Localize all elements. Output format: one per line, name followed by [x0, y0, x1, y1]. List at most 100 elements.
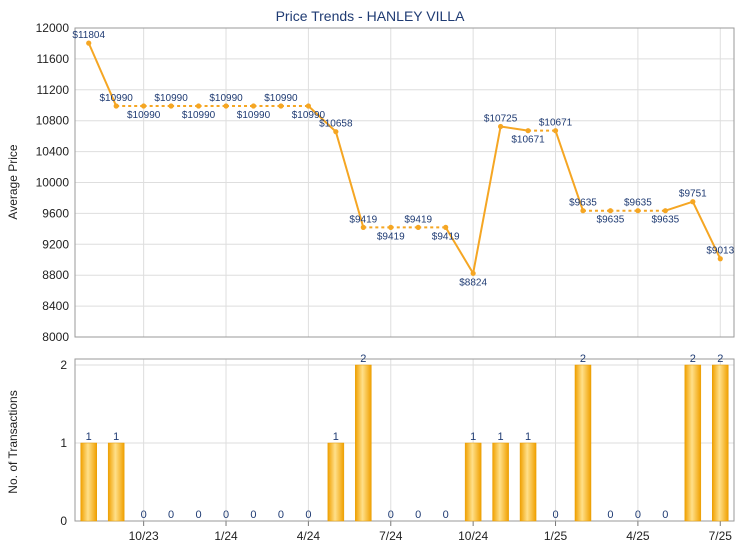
- transaction-bar: [464, 442, 482, 522]
- transaction-count-label: 0: [250, 509, 256, 521]
- price-y-tick-label: 8400: [42, 299, 69, 313]
- transaction-bar: [492, 442, 509, 522]
- transactions-plot-frame: [74, 358, 735, 522]
- transaction-count-label: 0: [278, 509, 284, 521]
- price-data-label: $10990: [292, 110, 326, 121]
- price-point: [717, 256, 723, 262]
- transaction-count-label: 0: [635, 509, 641, 521]
- transactions-y-tick-label: 0: [60, 514, 67, 528]
- transaction-bar: [684, 364, 702, 522]
- price-y-tick-label: 9600: [42, 206, 69, 220]
- price-y-tick-label: 11200: [37, 83, 70, 97]
- x-tick-label: 7/25: [709, 529, 733, 543]
- price-y-tick-label: 11600: [37, 52, 70, 66]
- price-point: [113, 103, 119, 109]
- price-y-tick-label: 10000: [36, 176, 70, 190]
- price-plot-frame: [74, 27, 735, 338]
- price-data-label: $9751: [679, 189, 707, 200]
- transaction-count-label: 1: [86, 431, 92, 443]
- transaction-count-label: 2: [690, 353, 696, 365]
- price-point: [333, 129, 339, 135]
- transaction-count-label: 0: [607, 509, 613, 521]
- price-y-tick-label: 10800: [36, 114, 70, 128]
- transaction-count-label: 2: [717, 353, 723, 365]
- price-y-tick-label: 10400: [36, 145, 70, 159]
- price-point: [388, 224, 394, 230]
- price-point: [86, 40, 92, 46]
- transaction-count-label: 0: [415, 509, 421, 521]
- price-point: [278, 103, 284, 109]
- price-data-label: $9419: [432, 231, 460, 242]
- price-data-label: $10990: [209, 93, 243, 104]
- price-data-label: $10990: [127, 110, 161, 121]
- price-y-tick-label: 9200: [42, 237, 69, 251]
- price-line-segment: [554, 130, 584, 212]
- x-tick-label: 4/25: [626, 529, 650, 543]
- transaction-count-label: 0: [168, 509, 174, 521]
- price-data-label: $9419: [377, 231, 405, 242]
- price-point: [141, 103, 147, 109]
- x-tick-label: 1/25: [544, 529, 568, 543]
- price-line-segment: [87, 42, 118, 107]
- price-data-label: $9635: [569, 198, 597, 209]
- transaction-count-label: 1: [470, 431, 476, 443]
- price-point: [607, 208, 614, 214]
- transaction-bar: [712, 364, 729, 522]
- price-point: [305, 103, 311, 109]
- price-line-segment: [307, 105, 337, 133]
- price-data-label: $9635: [624, 198, 652, 209]
- price-y-tick-label: 8800: [42, 268, 69, 282]
- price-point: [250, 103, 257, 109]
- price-data-label: $10725: [484, 113, 518, 124]
- transaction-count-label: 2: [580, 353, 586, 365]
- x-tick-label: 10/23: [129, 529, 159, 543]
- transactions-panel: 0 1 2 10/23 1/24 4/24 7/24 10/24 1/25 4/25 7/25 1 1 0…: [60, 353, 735, 543]
- x-tick-label: 7/24: [379, 529, 403, 543]
- transaction-count-label: 0: [443, 509, 449, 521]
- transaction-count-label: 0: [662, 509, 668, 521]
- price-line-segment: [444, 226, 475, 274]
- price-data-label: $10990: [154, 93, 188, 104]
- transaction-count-label: 1: [525, 431, 531, 443]
- price-data-label: $9635: [597, 215, 625, 226]
- price-data-label: $10990: [182, 110, 216, 121]
- price-line-segment: [500, 125, 529, 132]
- transaction-count-label: 0: [223, 509, 229, 521]
- transaction-bar: [355, 364, 372, 522]
- price-point: [415, 224, 421, 230]
- price-point: [552, 128, 559, 134]
- transactions-y-tick-label: 2: [60, 358, 67, 372]
- x-tick-label: 4/24: [297, 529, 321, 543]
- transaction-count-label: 0: [552, 509, 558, 521]
- transaction-count-label: 1: [113, 431, 119, 443]
- price-data-label: $10990: [264, 93, 298, 104]
- price-point: [498, 123, 504, 130]
- price-point: [195, 103, 202, 109]
- price-point: [168, 103, 174, 109]
- transaction-count-label: 1: [498, 431, 504, 443]
- price-data-label: $8824: [459, 277, 487, 288]
- transaction-count-label: 0: [388, 509, 394, 521]
- price-point: [635, 208, 641, 214]
- price-line-segment: [691, 201, 722, 260]
- chart-title: Price Trends - HANLEY VILLA: [276, 8, 465, 24]
- price-y-axis-label: Average Price: [6, 144, 20, 219]
- price-data-label: $10990: [237, 110, 271, 121]
- transaction-count-label: 0: [305, 509, 311, 521]
- transaction-bar: [107, 442, 125, 522]
- price-y-tick-label: 8000: [42, 330, 69, 344]
- price-data-label: $9635: [651, 215, 679, 226]
- price-data-label: $9419: [349, 214, 377, 225]
- price-data-label: $10990: [100, 93, 134, 104]
- price-data-label: $9013: [706, 246, 734, 257]
- price-point: [360, 224, 366, 230]
- price-point: [223, 103, 229, 109]
- price-line-segment: [665, 200, 694, 212]
- price-data-label: $10658: [319, 119, 353, 130]
- transaction-bar: [327, 442, 345, 522]
- transaction-bar: [519, 442, 537, 522]
- price-data-label: $11804: [72, 30, 105, 41]
- x-tick-label: 10/24: [458, 529, 488, 543]
- price-data-label: $10671: [539, 118, 573, 129]
